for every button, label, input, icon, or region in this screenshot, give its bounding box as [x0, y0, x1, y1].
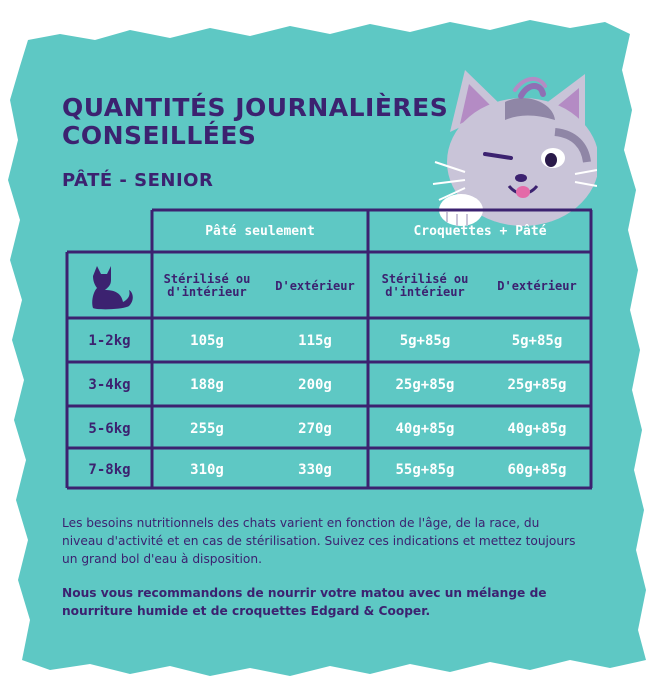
cat-silhouette-icon	[91, 266, 133, 310]
table-cell: 55g+85g	[395, 462, 455, 478]
table-cell: 255g	[190, 421, 224, 437]
table-cell: 188g	[190, 377, 224, 393]
table-cell: 40g+85g	[395, 421, 455, 437]
recommendation-paragraph: Nous vous recommandons de nourrir votre …	[62, 586, 547, 618]
subheader-sterilise-1: Stérilisé ou d'intérieur	[163, 272, 251, 299]
table-cell: 270g	[298, 421, 332, 437]
subheader-exterieur-2: D'extérieur	[497, 278, 577, 293]
row-weight: 5-6kg	[88, 421, 131, 437]
nutrition-info-paragraph: Les besoins nutritionnels des chats vari…	[62, 516, 576, 566]
table-cell: 5g+85g	[511, 333, 563, 349]
table-cell: 200g	[298, 377, 332, 393]
row-weight: 3-4kg	[88, 377, 131, 393]
title-line-2: CONSEILLÉES	[62, 121, 257, 150]
table-cell: 25g+85g	[395, 377, 455, 393]
feeding-table-grid	[65, 208, 593, 490]
table-cell: 5g+85g	[399, 333, 451, 349]
cat-mascot-illustration	[432, 70, 597, 226]
row-weight: 7-8kg	[88, 462, 131, 478]
table-cell: 115g	[298, 333, 332, 349]
table-cell: 60g+85g	[507, 462, 567, 478]
header-croquettes-pate: Croquettes + Pâté	[413, 223, 547, 239]
subheader-exterieur-1: D'extérieur	[275, 278, 355, 293]
table-cell: 40g+85g	[507, 421, 567, 437]
header-pate-seulement: Pâté seulement	[205, 223, 315, 239]
cat-silhouette-cell	[67, 254, 152, 318]
subheader-sterilise-2: Stérilisé ou d'intérieur	[381, 272, 469, 299]
table-cell: 25g+85g	[507, 377, 567, 393]
title-line-1: QUANTITÉS JOURNALIÈRES	[62, 93, 449, 122]
row-weight: 1-2kg	[88, 333, 131, 349]
page-subtitle: PÂTÉ - SENIOR	[62, 170, 214, 191]
table-cell: 330g	[298, 462, 332, 478]
table-cell: 105g	[190, 333, 224, 349]
page-title: QUANTITÉS JOURNALIÈRES CONSEILLÉES	[62, 94, 462, 150]
table-cell: 310g	[190, 462, 224, 478]
